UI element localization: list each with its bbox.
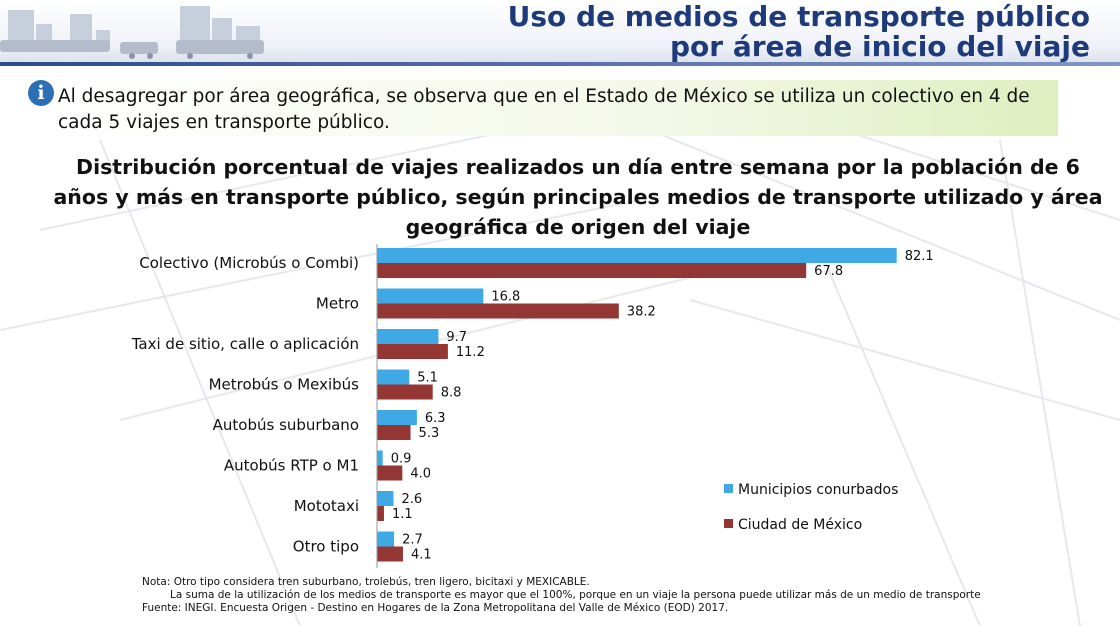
bar-cdmx bbox=[377, 425, 411, 440]
legend-label: Ciudad de México bbox=[738, 517, 862, 533]
data-label: 67.8 bbox=[814, 264, 843, 279]
bar-municipios bbox=[377, 329, 439, 344]
bar-municipios bbox=[377, 288, 484, 304]
data-label: 4.0 bbox=[410, 467, 431, 482]
data-label: 1.1 bbox=[392, 507, 413, 522]
category-label: Autobús RTP o M1 bbox=[224, 457, 359, 475]
data-label: 82.1 bbox=[905, 249, 934, 264]
bar-cdmx bbox=[377, 506, 384, 521]
data-label: 11.2 bbox=[456, 345, 485, 360]
page-title-line1: Uso de medios de transporte público bbox=[507, 0, 1090, 33]
header-divider bbox=[0, 62, 1120, 66]
data-label: 2.7 bbox=[402, 533, 423, 548]
category-label: Metro bbox=[316, 295, 359, 313]
data-label: 5.3 bbox=[419, 426, 440, 441]
page-title: Uso de medios de transporte público por … bbox=[508, 2, 1090, 62]
data-label: 4.1 bbox=[411, 548, 432, 563]
footnotes: Nota: Otro tipo considera tren suburbano… bbox=[142, 576, 981, 615]
source-line: Fuente: INEGI. Encuesta Origen - Destino… bbox=[142, 602, 729, 614]
data-label: 38.2 bbox=[627, 305, 656, 320]
chart-title: Distribución porcentual de viajes realiz… bbox=[53, 155, 1103, 239]
bar-municipios bbox=[377, 531, 395, 547]
bar-cdmx bbox=[377, 465, 403, 481]
bar-cdmx bbox=[377, 384, 433, 400]
legend-swatch bbox=[724, 519, 733, 528]
bar-municipios bbox=[377, 450, 383, 466]
category-label: Autobús suburbano bbox=[213, 416, 359, 434]
bar-municipios bbox=[377, 410, 417, 425]
bar-municipios bbox=[377, 369, 410, 385]
info-text: Al desagregar por área geográfica, se ob… bbox=[58, 86, 1030, 133]
data-label: 2.6 bbox=[401, 492, 422, 507]
category-label: Otro tipo bbox=[293, 538, 359, 556]
category-label: Taxi de sitio, calle o aplicación bbox=[131, 335, 359, 353]
category-label: Colectivo (Microbús o Combi) bbox=[139, 254, 359, 272]
data-label: 9.7 bbox=[446, 330, 467, 345]
city-skyline-illustration bbox=[0, 6, 264, 59]
legend-label: Municipios conurbados bbox=[738, 482, 898, 498]
data-label: 0.9 bbox=[391, 452, 412, 467]
bar-cdmx bbox=[377, 344, 448, 359]
data-label: 8.8 bbox=[441, 386, 462, 401]
data-label: 6.3 bbox=[425, 411, 446, 426]
info-icon: i bbox=[28, 80, 54, 106]
category-label: Metrobús o Mexibús bbox=[209, 376, 360, 394]
data-label: 5.1 bbox=[417, 371, 438, 386]
bar-cdmx bbox=[377, 303, 619, 319]
data-label: 16.8 bbox=[491, 290, 520, 305]
info-box bbox=[48, 80, 1058, 136]
category-label: Mototaxi bbox=[294, 497, 359, 515]
note-line-1: Nota: Otro tipo considera tren suburbano… bbox=[142, 576, 590, 588]
page-title-line2: por área de inicio del viaje bbox=[670, 30, 1090, 63]
bar-cdmx bbox=[377, 546, 403, 562]
bar-municipios bbox=[377, 491, 394, 506]
legend-swatch bbox=[724, 484, 733, 493]
bar-cdmx bbox=[377, 263, 807, 278]
note-line-2: La suma de la utilización de los medios … bbox=[170, 589, 981, 601]
bar-municipios bbox=[377, 248, 897, 263]
